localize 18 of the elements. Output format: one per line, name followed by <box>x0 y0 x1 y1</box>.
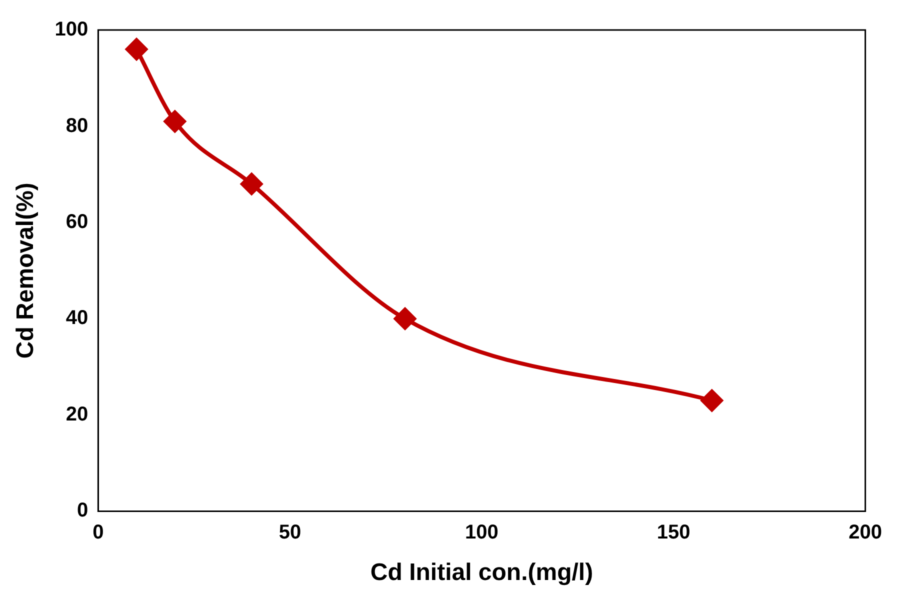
x-tick-label: 50 <box>278 522 302 544</box>
point <box>394 308 416 330</box>
y-tick-label: 0 <box>77 500 88 522</box>
point <box>700 390 723 412</box>
x-tick-label: 0 <box>92 522 104 544</box>
point <box>164 110 186 132</box>
y-tick-label: 100 <box>54 18 88 41</box>
point <box>240 172 263 195</box>
y-tick-label: 40 <box>66 307 88 330</box>
x-tick-label: 200 <box>848 522 882 544</box>
x-tick-label: 150 <box>656 522 690 544</box>
y-tick-label: 80 <box>66 114 88 137</box>
y-tick-label: 20 <box>66 403 88 426</box>
y-axis-title: Cd Removal(%) <box>12 182 40 359</box>
x-tick-label: 100 <box>465 522 498 544</box>
point <box>126 38 148 60</box>
x-axis-title: Cd Initial con.(mg/l) <box>370 559 594 586</box>
y-tick-label: 60 <box>66 210 88 233</box>
